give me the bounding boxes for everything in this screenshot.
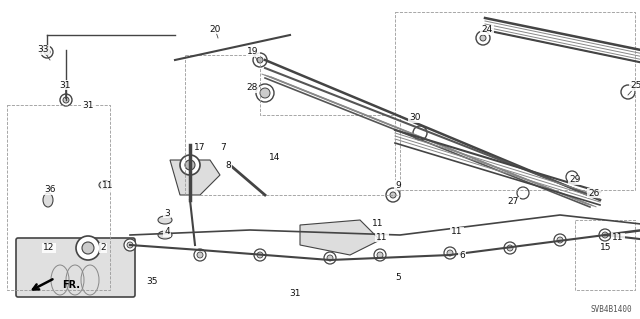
Circle shape (82, 242, 94, 254)
Circle shape (374, 249, 386, 261)
Ellipse shape (99, 181, 111, 189)
Text: SVB4B1400: SVB4B1400 (590, 306, 632, 315)
Circle shape (386, 188, 400, 202)
Polygon shape (300, 220, 380, 255)
Circle shape (377, 252, 383, 258)
Text: 19: 19 (247, 48, 259, 56)
Text: 17: 17 (195, 144, 205, 152)
Circle shape (324, 252, 336, 264)
Ellipse shape (158, 216, 172, 224)
Text: 11: 11 (612, 234, 624, 242)
Circle shape (476, 31, 490, 45)
Circle shape (63, 97, 69, 103)
Text: 29: 29 (570, 175, 580, 184)
Text: 8: 8 (225, 160, 231, 169)
Circle shape (504, 242, 516, 254)
Text: 9: 9 (395, 181, 401, 189)
Circle shape (44, 49, 50, 55)
Text: 14: 14 (269, 153, 281, 162)
Circle shape (621, 85, 635, 99)
Circle shape (256, 84, 274, 102)
Text: 28: 28 (246, 84, 258, 93)
Circle shape (444, 247, 456, 259)
Circle shape (253, 53, 267, 67)
Text: 31: 31 (289, 290, 301, 299)
Circle shape (180, 155, 200, 175)
Circle shape (185, 160, 195, 170)
Text: 2: 2 (100, 243, 106, 253)
Circle shape (257, 57, 263, 63)
Circle shape (599, 229, 611, 241)
Circle shape (76, 236, 100, 260)
Ellipse shape (158, 231, 172, 239)
Text: 12: 12 (44, 243, 54, 253)
Text: 4: 4 (164, 227, 170, 236)
Text: 6: 6 (459, 251, 465, 261)
Circle shape (257, 252, 263, 258)
Circle shape (60, 94, 72, 106)
Circle shape (197, 252, 203, 258)
Circle shape (507, 245, 513, 251)
Circle shape (447, 250, 453, 256)
Text: 5: 5 (395, 273, 401, 283)
Circle shape (127, 242, 133, 248)
Circle shape (41, 46, 53, 58)
Text: 31: 31 (83, 101, 93, 110)
Text: 15: 15 (600, 242, 612, 251)
Circle shape (602, 232, 608, 238)
Text: 13: 13 (639, 207, 640, 217)
Circle shape (557, 237, 563, 243)
Text: 25: 25 (630, 81, 640, 91)
Circle shape (554, 234, 566, 246)
Text: 31: 31 (60, 80, 71, 90)
Circle shape (327, 255, 333, 261)
Text: 3: 3 (164, 209, 170, 218)
FancyBboxPatch shape (16, 238, 135, 297)
Text: 33: 33 (37, 46, 49, 55)
Circle shape (517, 187, 529, 199)
Polygon shape (170, 160, 220, 195)
Text: 7: 7 (220, 144, 226, 152)
Circle shape (194, 249, 206, 261)
Text: 11: 11 (451, 227, 463, 236)
Circle shape (413, 126, 427, 140)
Circle shape (260, 88, 270, 98)
Text: 26: 26 (588, 189, 600, 197)
Circle shape (390, 192, 396, 198)
Text: 27: 27 (508, 197, 518, 206)
Circle shape (124, 239, 136, 251)
Circle shape (254, 249, 266, 261)
Circle shape (480, 35, 486, 41)
Text: 11: 11 (376, 233, 388, 241)
Text: 35: 35 (147, 278, 157, 286)
Circle shape (566, 171, 578, 183)
Text: 21: 21 (639, 138, 640, 147)
Ellipse shape (43, 193, 53, 207)
Text: 30: 30 (409, 114, 420, 122)
Text: FR.: FR. (62, 280, 80, 290)
Text: 24: 24 (481, 26, 493, 34)
Text: 36: 36 (44, 186, 56, 195)
Text: 11: 11 (102, 182, 114, 190)
Text: 20: 20 (209, 25, 221, 33)
Text: 11: 11 (372, 219, 384, 228)
